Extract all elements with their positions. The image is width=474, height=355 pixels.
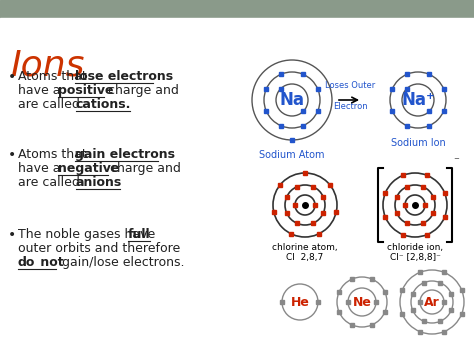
Text: chlorine atom,
Cl  2,8,7: chlorine atom, Cl 2,8,7 xyxy=(272,243,338,262)
Text: lose electrons: lose electrons xyxy=(75,70,173,83)
Text: full: full xyxy=(128,228,151,241)
Bar xyxy=(0,0,474,18)
Text: Ne: Ne xyxy=(353,295,372,308)
Text: Ar: Ar xyxy=(424,295,440,308)
Text: not: not xyxy=(36,256,64,269)
Text: cations.: cations. xyxy=(76,98,131,111)
Text: Na: Na xyxy=(280,91,304,109)
Text: Atoms that: Atoms that xyxy=(18,148,91,161)
Text: have a: have a xyxy=(18,162,64,175)
Text: Electron: Electron xyxy=(333,102,367,111)
Text: ⁻: ⁻ xyxy=(453,156,459,166)
Text: Ions: Ions xyxy=(10,48,84,82)
Text: are called: are called xyxy=(18,176,84,189)
Text: outer orbits and therefore: outer orbits and therefore xyxy=(18,242,184,255)
Text: Na⁺: Na⁺ xyxy=(401,91,435,109)
Text: •: • xyxy=(8,228,16,242)
Text: have a: have a xyxy=(18,84,64,97)
Text: do: do xyxy=(18,256,36,269)
Text: •: • xyxy=(8,148,16,162)
Text: gain electrons: gain electrons xyxy=(75,148,175,161)
Text: Sodium Ion: Sodium Ion xyxy=(391,138,446,148)
Text: gain/lose electrons.: gain/lose electrons. xyxy=(58,256,184,269)
Text: Sodium Atom: Sodium Atom xyxy=(259,150,325,160)
Text: positive: positive xyxy=(58,84,113,97)
Text: •: • xyxy=(8,70,16,84)
Text: negative: negative xyxy=(58,162,119,175)
Text: charge and: charge and xyxy=(104,84,179,97)
Text: chloride ion,
Cl⁻ [2,8,8]⁻: chloride ion, Cl⁻ [2,8,8]⁻ xyxy=(387,243,443,262)
Text: are called: are called xyxy=(18,98,84,111)
Text: Atoms that: Atoms that xyxy=(18,70,91,83)
Text: Loses Outer: Loses Outer xyxy=(325,81,375,90)
Text: The noble gases have: The noble gases have xyxy=(18,228,159,241)
Text: anions: anions xyxy=(76,176,122,189)
Text: charge and: charge and xyxy=(106,162,181,175)
Text: He: He xyxy=(291,295,310,308)
